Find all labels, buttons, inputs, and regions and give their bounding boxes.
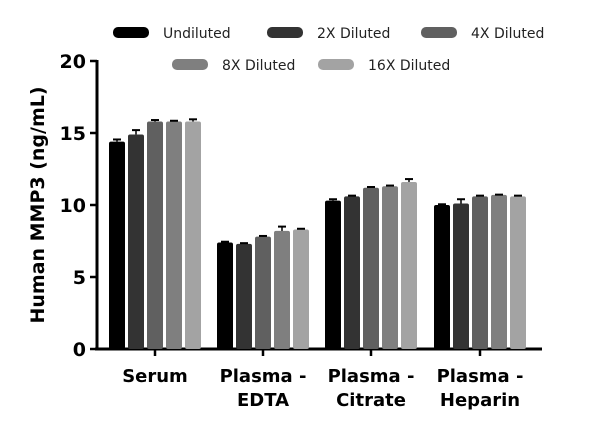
bar <box>147 121 163 349</box>
x-tick-label: Heparin <box>440 390 520 411</box>
y-tick-label: 0 <box>73 339 86 361</box>
bar <box>166 121 182 349</box>
legend-swatch <box>318 59 354 70</box>
bar <box>363 187 379 349</box>
bar <box>434 205 450 349</box>
y-axis-label: Human MMP3 (ng/mL) <box>27 86 49 323</box>
legend-swatch <box>267 27 303 38</box>
bar <box>401 181 417 349</box>
legend-label: 8X Diluted <box>222 58 295 74</box>
bar <box>382 186 398 349</box>
bar <box>236 243 252 349</box>
bar <box>510 196 526 349</box>
bar <box>325 200 341 349</box>
x-tick-label: Citrate <box>336 390 406 411</box>
bar <box>109 141 125 349</box>
x-tick-label: Plasma - <box>437 366 524 387</box>
bar <box>491 194 507 349</box>
legend-swatch <box>172 59 208 70</box>
x-tick-label: Plasma - <box>220 366 307 387</box>
bar <box>185 121 201 349</box>
legend-label: 16X Diluted <box>368 58 450 74</box>
legend-swatch <box>421 27 457 38</box>
y-tick-label: 15 <box>60 123 86 145</box>
bar <box>128 134 144 349</box>
y-tick-label: 5 <box>73 267 86 289</box>
y-tick-label: 20 <box>60 51 86 73</box>
legend-label: 4X Diluted <box>471 26 544 42</box>
x-tick-label: EDTA <box>237 390 289 411</box>
legend-label: 2X Diluted <box>317 26 390 42</box>
bar <box>293 229 309 349</box>
x-tick-label: Serum <box>122 366 188 387</box>
bar <box>344 196 360 349</box>
bar <box>217 242 233 349</box>
legend-swatch <box>113 27 149 38</box>
legend-label: Undiluted <box>163 26 231 42</box>
bar <box>453 203 469 349</box>
bar <box>274 230 290 349</box>
x-tick-label: Plasma - <box>328 366 415 387</box>
bar <box>255 236 271 349</box>
bar <box>472 196 488 349</box>
y-tick-label: 10 <box>60 195 86 217</box>
